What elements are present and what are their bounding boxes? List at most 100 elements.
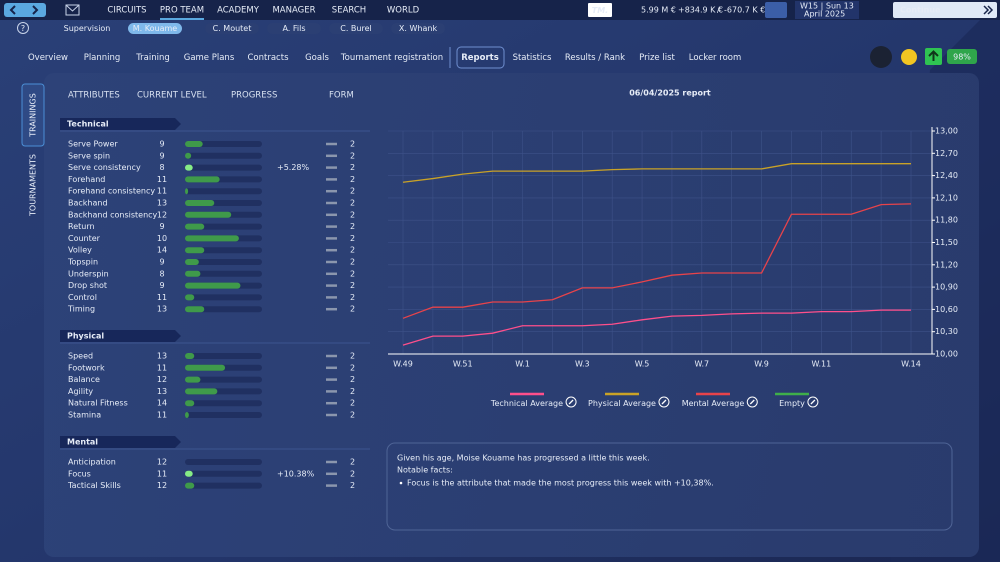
menu-item[interactable]: Goals (305, 53, 329, 63)
attribute-name: Counter (68, 234, 101, 243)
nav-item[interactable]: SEARCH (332, 6, 366, 16)
help[interactable]: ? (21, 24, 25, 33)
menu-item[interactable]: Results / Rank (565, 53, 625, 63)
menu-item[interactable]: Contracts (248, 53, 290, 63)
nav-item[interactable]: WORLD (387, 6, 420, 16)
menu-item[interactable]: Statistics (513, 53, 552, 63)
x-tick-label: W.5 (635, 360, 650, 369)
player-tab-label[interactable]: X. Whank (399, 24, 438, 33)
attribute-level: 14 (157, 399, 167, 408)
player-tab-label[interactable]: C. Moutet (213, 24, 252, 33)
menu-item[interactable]: Game Plans (184, 53, 235, 63)
player-tab-label[interactable]: Supervision (64, 24, 111, 33)
continue-button[interactable] (893, 2, 997, 18)
mail-flap (65, 4, 80, 12)
help-icon[interactable] (17, 22, 29, 34)
menu-item[interactable]: Training (135, 53, 170, 63)
mail-icon[interactable] (65, 4, 80, 16)
progress-track (185, 164, 262, 171)
y-tick-label: 13,00 (935, 127, 958, 136)
menu-item[interactable]: Reports (461, 53, 499, 63)
progress-bar (185, 164, 193, 171)
player-avatar (870, 46, 892, 68)
menu-item[interactable]: Prize list (639, 53, 675, 63)
trend-arrow (928, 50, 939, 61)
attribute-name: Natural Fitness (68, 399, 128, 408)
progress-track (185, 188, 262, 195)
series-line (402, 309, 911, 346)
side-tab[interactable]: TOURNAMENTS (29, 154, 38, 217)
logo: TM. (592, 6, 608, 15)
arrows (9, 5, 39, 15)
attribute-name: Balance (68, 375, 100, 384)
nav-item[interactable]: MANAGER (272, 6, 315, 16)
menu-item[interactable]: Planning (84, 53, 121, 63)
edit-icon[interactable] (746, 396, 758, 408)
progress-track (185, 482, 262, 489)
attribute-level: 9 (159, 281, 164, 290)
progress-track (185, 259, 262, 265)
player-tab-label[interactable]: C. Burel (340, 24, 372, 33)
legend-label: Technical Average (490, 399, 563, 408)
edit-icon[interactable] (658, 396, 670, 408)
form-value: 2 (350, 210, 355, 219)
progress-bar (185, 388, 218, 395)
attribute-level: 9 (159, 151, 164, 160)
bullet (399, 481, 403, 485)
progress-bar (185, 294, 195, 301)
progress-track (185, 294, 262, 301)
column-header: ATTRIBUTES (68, 91, 120, 101)
y-tick-label: 10,00 (935, 350, 958, 359)
attribute-level: 12 (157, 481, 167, 490)
mood-icon (901, 49, 917, 65)
group-header (60, 330, 181, 342)
form-value: 2 (350, 175, 355, 184)
calendar-button[interactable] (765, 2, 787, 18)
series-line (402, 163, 911, 183)
menu-item[interactable]: Locker room (689, 53, 742, 63)
attribute-name: Agility (68, 387, 93, 396)
legend-label: Mental Average (682, 399, 745, 408)
continue[interactable]: Continue (900, 6, 941, 15)
logo-box (588, 3, 612, 17)
attribute-name: Serve Power (68, 140, 118, 149)
menu-item[interactable]: Tournament registration (340, 53, 443, 63)
form-value: 2 (350, 305, 355, 314)
progress-bar (185, 412, 189, 418)
progress-bar (185, 176, 220, 183)
x-tick-label: W.3 (575, 360, 590, 369)
progress-track (185, 376, 262, 383)
attribute-level: 11 (157, 469, 167, 478)
form-value: 2 (350, 222, 355, 231)
side-tab-active[interactable] (21, 83, 45, 147)
attribute-level: 13 (157, 305, 167, 314)
separator: / (717, 6, 720, 15)
edit-icon[interactable] (807, 396, 819, 408)
x-tick-label: W.11 (811, 360, 831, 369)
attribute-level: 11 (157, 293, 167, 302)
side-tab[interactable]: TRAININGS (29, 93, 38, 138)
player-tab-label[interactable]: A. Fils (282, 24, 305, 33)
player-tab-label[interactable]: M. Kouame (133, 24, 177, 33)
progress-bar (185, 247, 205, 254)
income: +834.9 K € (678, 6, 723, 15)
column-header: PROGRESS (231, 91, 277, 101)
menu-item[interactable]: Overview (28, 53, 68, 63)
y-tick-label: 12,10 (935, 193, 958, 202)
attribute-level: 13 (157, 352, 167, 361)
edit-icon[interactable] (565, 396, 577, 408)
form-value: 2 (350, 140, 355, 149)
x-tick-label: W.14 (901, 360, 921, 369)
player-tab (329, 23, 383, 34)
report-box (386, 442, 953, 531)
nav-item[interactable]: ACADEMY (217, 6, 260, 16)
attribute-level: 14 (157, 246, 167, 255)
attribute-name: Timing (67, 305, 95, 314)
attribute-name: Serve consistency (68, 163, 141, 172)
group-name: Technical (67, 120, 109, 129)
report-line: Notable facts: (397, 466, 453, 475)
nav-item[interactable]: PRO TEAM (160, 6, 204, 16)
nav-item[interactable]: CIRCUITS (107, 6, 146, 16)
form-value: 2 (350, 375, 355, 384)
progress-bar (185, 259, 199, 265)
